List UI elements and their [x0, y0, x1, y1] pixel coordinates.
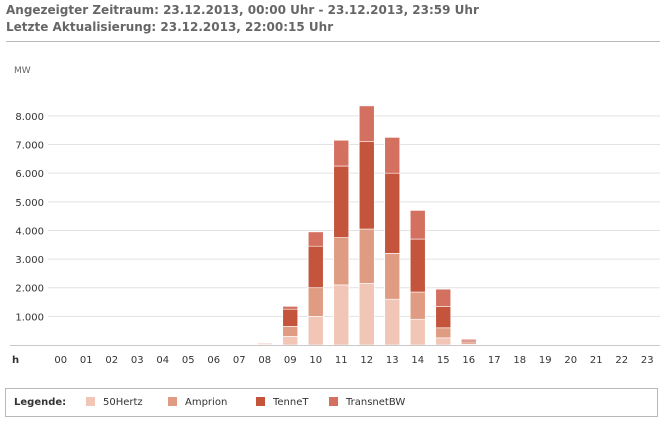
bar-segment-transnetbw-15: [435, 288, 452, 307]
x-tick-label: 20: [564, 355, 577, 366]
bar-segment-amprion-14: [409, 291, 426, 320]
bar-segment-50hertz-10: [307, 316, 324, 346]
bar-segment-50hertz-13: [384, 298, 401, 346]
y-tick-label: 6.000: [15, 169, 44, 180]
stacked-bar-chart: MW 1.000 2.000 3.000 4.000 5.000 6.000 7.000 8.…: [10, 66, 660, 366]
bar-segment-amprion-10: [307, 287, 324, 317]
y-tick-label: 5.000: [15, 198, 44, 209]
x-tick-label: 07: [233, 355, 246, 366]
update-line: Letzte Aktualisierung: 23.12.2013, 22:00…: [6, 20, 334, 34]
bar-segment-tennet-11: [333, 165, 350, 238]
y-tick-labels: 1.000 2.000 3.000 4.000 5.000 6.000 7.000 8.000: [15, 112, 44, 323]
x-tick-label: 17: [488, 355, 501, 366]
bar-segment-tennet-15: [435, 306, 452, 329]
x-tick-label: 05: [182, 355, 195, 366]
x-tick-label: 08: [258, 355, 271, 366]
x-tick-label: 16: [462, 355, 475, 366]
x-tick-label: 03: [131, 355, 144, 366]
x-tick-label: 14: [411, 355, 424, 366]
bar-segment-amprion-12: [358, 228, 375, 284]
x-tick-label: 22: [615, 355, 628, 366]
y-tick-label: 7.000: [15, 141, 44, 152]
bar-segment-transnetbw-16: [460, 338, 477, 342]
bar-segment-transnetbw-14: [409, 210, 426, 240]
x-tick-label: 18: [513, 355, 526, 366]
x-axis-unit: h: [12, 355, 19, 366]
bar-segment-amprion-15: [435, 327, 452, 339]
legend-label-50hertz: 50Hertz: [103, 397, 143, 408]
bar-segment-tennet-14: [409, 238, 426, 293]
bar-segment-50hertz-15: [435, 337, 452, 346]
x-tick-label: 00: [54, 355, 67, 366]
bar-segment-50hertz-09: [282, 336, 299, 346]
legend-swatch-amprion: [168, 397, 177, 406]
period-line: Angezeigter Zeitraum: 23.12.2013, 00:00 …: [6, 3, 479, 17]
grid-lines: [48, 115, 660, 317]
bar-segment-50hertz-14: [409, 318, 426, 346]
x-tick-label: 09: [284, 355, 297, 366]
legend-item-50hertz: 50Hertz: [86, 397, 143, 408]
x-tick-label: 13: [386, 355, 399, 366]
bar-segment-transnetbw-13: [384, 137, 401, 174]
header-divider: [6, 41, 660, 42]
x-tick-label: 06: [207, 355, 220, 366]
bar-segment-amprion-11: [333, 237, 350, 286]
legend-swatch-50hertz: [86, 397, 95, 406]
x-tick-labels: 00 01 02 03 04 05 06 07 08 09 10 11 12 13 14 15 16 17 18 19…: [54, 355, 653, 366]
x-tick-label: 02: [105, 355, 118, 366]
legend-label-tennet: TenneT: [273, 397, 309, 408]
bar-segment-amprion-09: [282, 326, 299, 337]
legend-label-amprion: Amprion: [185, 397, 228, 408]
x-tick-label: 11: [335, 355, 348, 366]
legend-item-amprion: Amprion: [168, 397, 227, 408]
bar-segment-transnetbw-09: [282, 306, 299, 310]
x-tick-label: 19: [539, 355, 552, 366]
bar-segment-tennet-09: [282, 308, 299, 327]
bar-segment-transnetbw-12: [358, 105, 375, 142]
legend-swatch-transnetbw: [329, 397, 338, 406]
x-tick-label: 23: [641, 355, 654, 366]
x-tick-label: 21: [590, 355, 603, 366]
bar-segment-transnetbw-11: [333, 139, 350, 167]
y-axis-unit: MW: [14, 66, 31, 76]
x-tick-label: 01: [80, 355, 93, 366]
bar-segment-tennet-13: [384, 172, 401, 254]
x-tick-label: 15: [437, 355, 450, 366]
bar-segment-50hertz-11: [333, 284, 350, 346]
x-tick-label: 04: [156, 355, 169, 366]
bars: [256, 105, 477, 346]
legend-swatch-tennet: [256, 397, 265, 406]
bar-segment-50hertz-12: [358, 283, 375, 346]
bar-segment-transnetbw-10: [307, 231, 324, 247]
bar-segment-tennet-12: [358, 141, 375, 230]
bar-segment-amprion-13: [384, 253, 401, 300]
x-tick-label: 12: [360, 355, 373, 366]
y-tick-label: 2.000: [15, 284, 44, 295]
y-tick-label: 1.000: [15, 312, 44, 323]
bar-segment-transnetbw-08: [256, 342, 273, 345]
y-tick-label: 8.000: [15, 112, 44, 123]
x-tick-label: 10: [309, 355, 322, 366]
legend-title: Legende:: [14, 397, 67, 408]
legend-label-transnetbw: TransnetBW: [346, 397, 406, 408]
y-tick-label: 3.000: [15, 255, 44, 266]
bar-segment-tennet-10: [307, 245, 324, 289]
legend-item-transnetbw: TransnetBW: [329, 397, 405, 408]
legend: Legende: 50Hertz Amprion TenneT Transnet…: [5, 388, 658, 417]
legend-item-tennet: TenneT: [256, 397, 309, 408]
y-tick-label: 4.000: [15, 226, 44, 237]
